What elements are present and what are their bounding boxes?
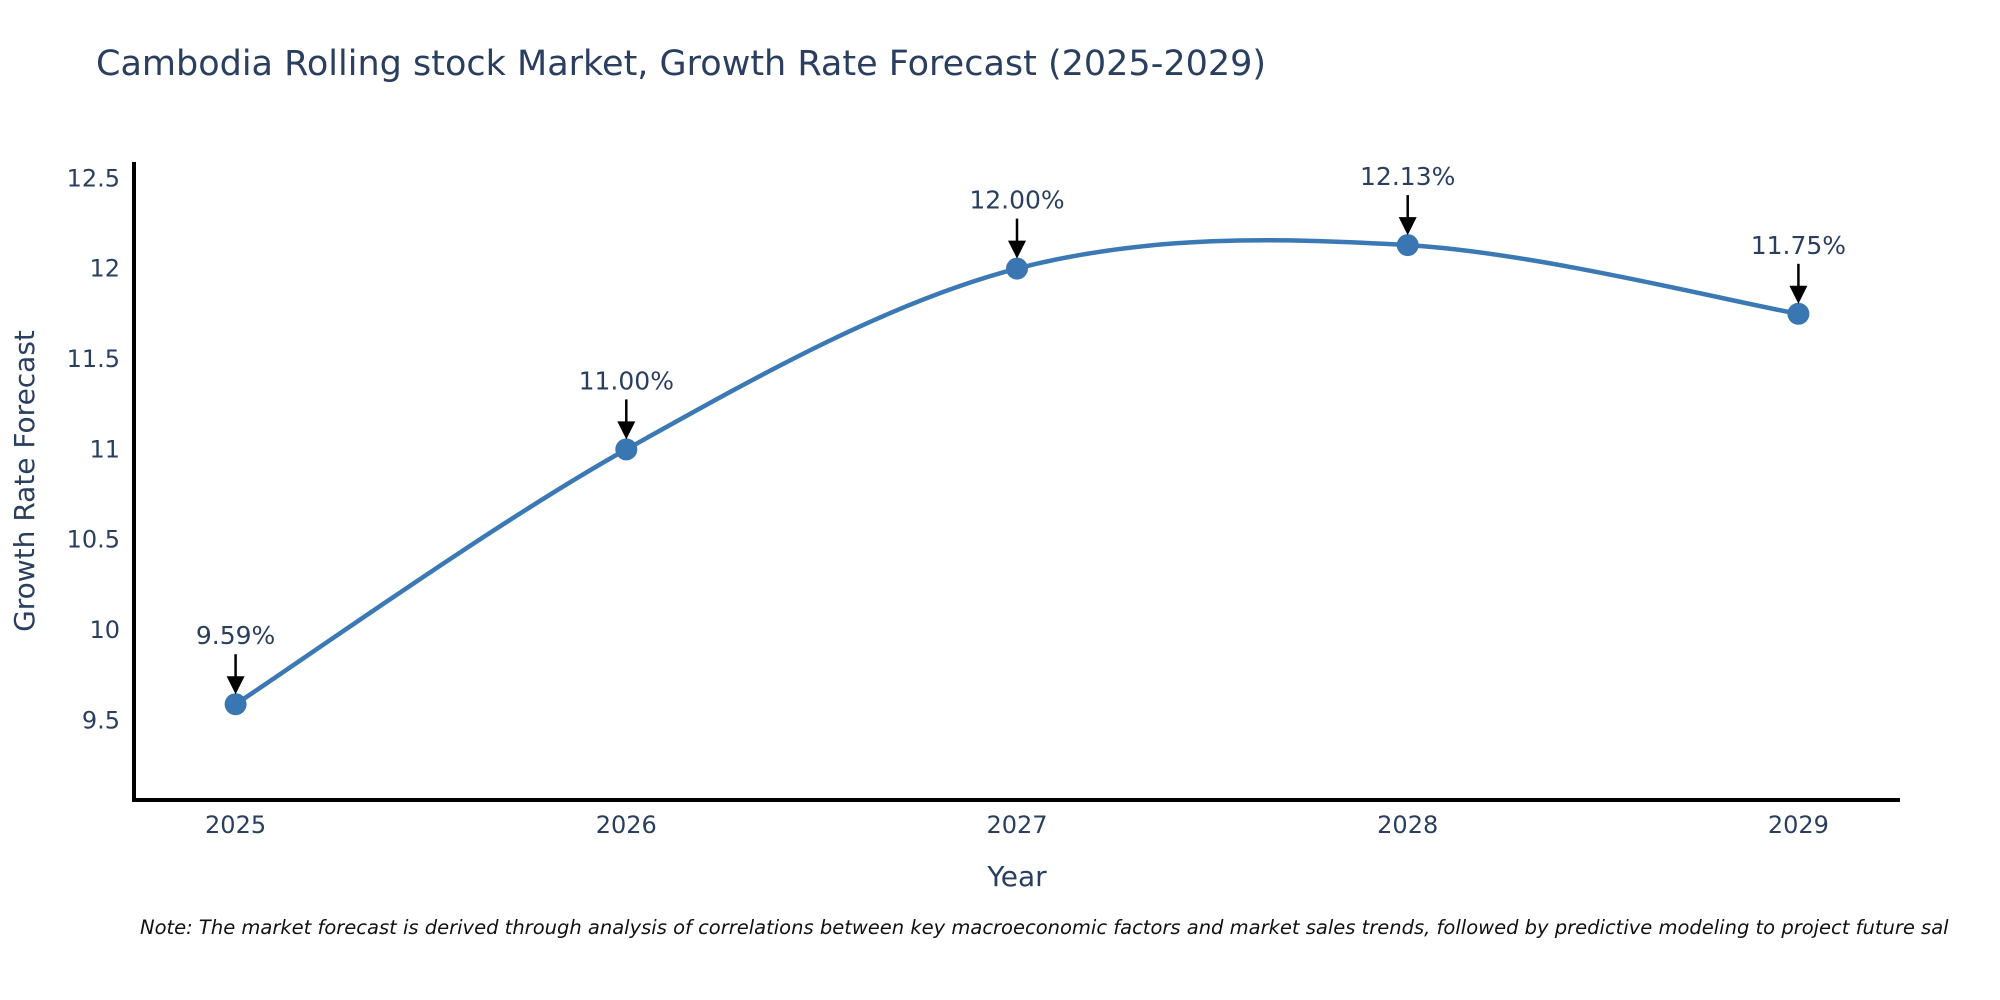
data-point-marker	[224, 693, 247, 716]
annotation-arrowhead	[1789, 285, 1808, 304]
annotation-arrowhead	[617, 421, 636, 440]
y-tick-label: 10	[89, 616, 120, 644]
x-tick-label: 2029	[1768, 811, 1829, 839]
annotation-arrowhead	[1008, 240, 1026, 259]
y-tick-label: 12.5	[67, 164, 120, 192]
point-annotation: 12.00%	[969, 186, 1064, 215]
y-tick-label: 11	[89, 435, 120, 463]
x-tick-label: 2027	[986, 811, 1047, 839]
point-annotation: 11.75%	[1751, 231, 1846, 260]
chart-title: Cambodia Rolling stock Market, Growth Ra…	[96, 44, 1267, 84]
footnote: Note: The market forecast is derived thr…	[140, 916, 1949, 939]
x-axis-title: Year	[986, 860, 1047, 893]
y-tick-label: 12	[89, 255, 120, 283]
y-tick-label: 11.5	[67, 345, 120, 373]
plot-area: 9.5 10 10.5 11 11.5 12 12.5 2025 2026 2027 2028 202…	[67, 162, 1900, 839]
data-point-marker	[615, 438, 638, 461]
annotation-arrowhead	[1398, 217, 1417, 236]
y-tick-label: 10.5	[67, 526, 120, 554]
x-tick-label: 2026	[596, 811, 657, 839]
y-axis-title: Growth Rate Forecast	[8, 330, 41, 632]
annotation-arrowhead	[226, 676, 245, 695]
x-tick-label: 2028	[1377, 811, 1438, 839]
point-annotation: 12.13%	[1360, 162, 1455, 191]
data-point-marker	[1006, 257, 1028, 280]
data-point-marker	[1396, 234, 1419, 257]
point-annotation: 9.59%	[196, 621, 275, 650]
x-tick-label: 2025	[205, 811, 266, 839]
point-annotation: 11.00%	[579, 366, 674, 395]
data-point-marker	[1787, 302, 1810, 325]
series-line	[234, 238, 1799, 707]
y-tick-label: 9.5	[82, 706, 120, 734]
